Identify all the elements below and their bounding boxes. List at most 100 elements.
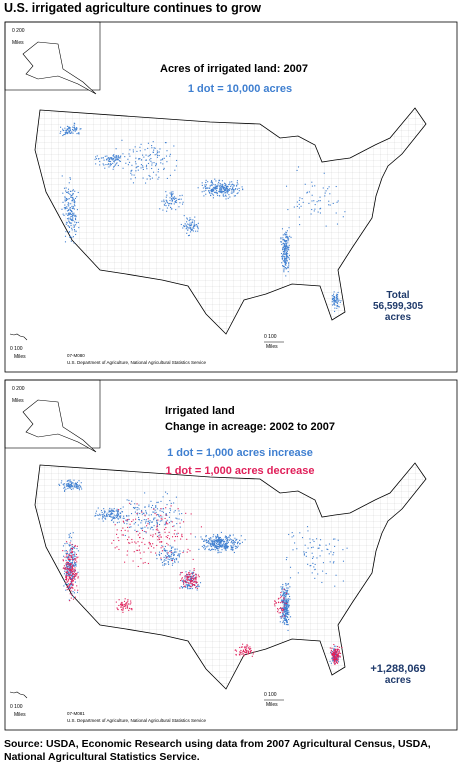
- dot: [110, 519, 113, 521]
- dot: [68, 231, 71, 233]
- dot: [69, 129, 71, 131]
- dot: [337, 653, 339, 655]
- dot: [242, 653, 244, 655]
- dot: [172, 191, 174, 193]
- dot: [231, 183, 233, 185]
- dot: [68, 487, 71, 489]
- dot: [110, 163, 112, 165]
- dot: [187, 588, 189, 590]
- dot: [67, 128, 69, 130]
- dot: [106, 158, 108, 160]
- dot: [239, 542, 241, 545]
- dot: [69, 208, 71, 211]
- dot: [332, 562, 334, 564]
- dot: [245, 651, 247, 653]
- dot: [156, 501, 158, 503]
- dot: [163, 168, 165, 171]
- dot: [284, 260, 286, 262]
- dot: [195, 585, 198, 588]
- dot: [70, 209, 72, 212]
- dot: [282, 594, 284, 596]
- dot: [121, 609, 123, 611]
- dot: [66, 567, 69, 570]
- dot: [213, 534, 215, 536]
- dot: [342, 580, 344, 582]
- dot: [330, 652, 332, 654]
- dot: [170, 547, 173, 549]
- dot: [222, 195, 224, 197]
- dot: [311, 185, 313, 187]
- dot: [63, 555, 65, 557]
- dot: [306, 191, 309, 193]
- dot: [281, 262, 283, 264]
- dot: [77, 486, 79, 488]
- dot: [72, 190, 74, 192]
- dot: [189, 586, 191, 588]
- dot: [287, 253, 289, 255]
- dot: [245, 649, 247, 651]
- dot: [192, 219, 194, 221]
- dot: [286, 624, 288, 626]
- dot: [72, 218, 74, 220]
- dot: [250, 651, 252, 653]
- dot: [287, 248, 289, 251]
- dot: [69, 544, 71, 546]
- dot: [216, 187, 218, 189]
- dot: [110, 514, 112, 516]
- dot: [184, 580, 187, 582]
- dot: [73, 559, 75, 561]
- dot: [168, 555, 170, 558]
- dot: [132, 182, 135, 184]
- dot: [165, 491, 167, 493]
- dot: [230, 545, 232, 547]
- dot: [135, 506, 137, 509]
- dot: [205, 189, 207, 191]
- dot: [66, 221, 68, 223]
- dot: [287, 599, 289, 601]
- dot: [187, 235, 190, 237]
- dot: [284, 591, 286, 593]
- dot: [72, 213, 74, 215]
- dot: [151, 145, 153, 147]
- dot: [285, 585, 287, 587]
- dot: [311, 572, 313, 574]
- dot: [134, 529, 136, 531]
- dot: [337, 200, 339, 202]
- dot: [177, 532, 179, 534]
- dot: [237, 541, 239, 543]
- dot: [231, 181, 233, 183]
- dot: [149, 542, 151, 545]
- dot: [187, 581, 189, 584]
- dot: [201, 538, 203, 540]
- dot: [216, 186, 218, 188]
- dot: [180, 198, 182, 200]
- dot: [188, 224, 190, 226]
- dot: [155, 164, 157, 166]
- dot: [328, 200, 330, 202]
- dot: [129, 542, 131, 544]
- dot: [285, 236, 287, 239]
- dot: [203, 539, 205, 541]
- dot: [78, 133, 80, 135]
- dot: [339, 656, 341, 658]
- dot: [225, 192, 227, 194]
- dot: [175, 496, 177, 498]
- dot: [171, 557, 173, 560]
- dot: [282, 602, 284, 604]
- dot: [287, 238, 289, 241]
- dot: [285, 248, 287, 250]
- dot: [307, 563, 309, 565]
- dot: [65, 576, 67, 578]
- dot: [281, 228, 284, 230]
- dot: [181, 577, 183, 579]
- dot: [117, 537, 119, 539]
- dot: [329, 647, 331, 649]
- dot: [249, 648, 251, 651]
- dot: [322, 562, 325, 564]
- dot: [289, 595, 291, 598]
- dot: [67, 571, 69, 573]
- dot: [225, 538, 227, 540]
- dot: [80, 486, 82, 488]
- dot: [168, 555, 170, 557]
- dot: [335, 212, 337, 214]
